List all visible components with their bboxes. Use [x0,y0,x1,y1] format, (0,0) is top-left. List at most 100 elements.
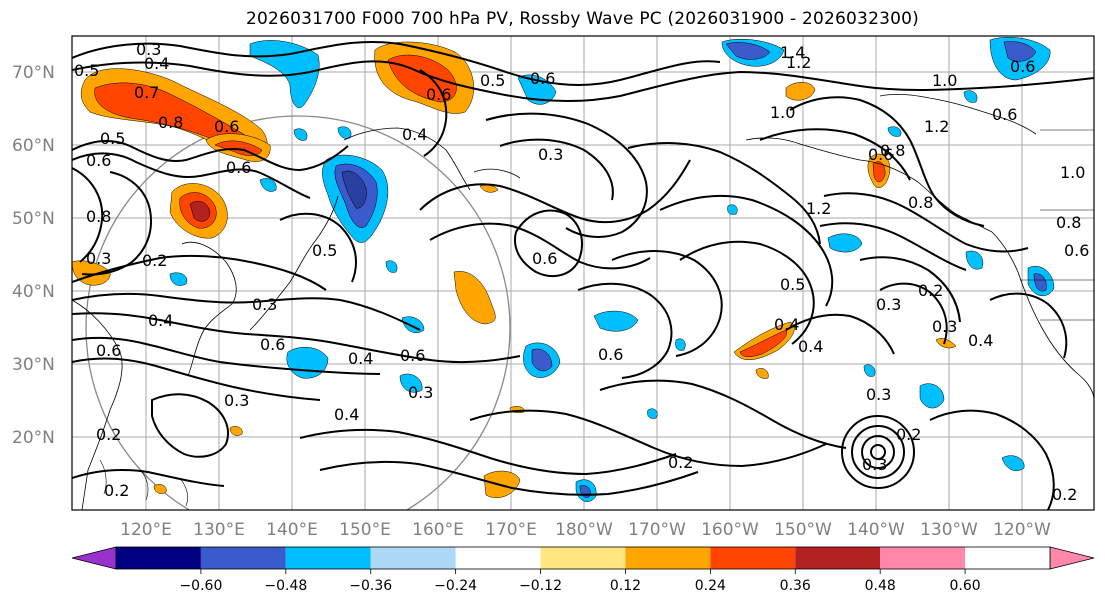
contour-label: 0.3 [252,295,277,314]
colorbar-segment [285,547,371,569]
contour-label: 1.4 [780,43,805,62]
lon-label: 140°E [266,520,318,540]
colorbar-segment [795,547,881,569]
coastlines [72,93,1094,510]
contour-label: 1.0 [1060,163,1085,182]
contour-label: 0.4 [148,311,173,330]
colorbar-tick-label: 0.48 [865,578,896,594]
contour-label: 0.8 [880,141,905,160]
positive-anomalies [72,41,957,498]
contour-label: 0.6 [400,346,425,365]
lat-label: 60°N [12,136,55,156]
lon-label: 130°E [193,520,245,540]
contour-label: 0.6 [96,341,121,360]
contour-label: 0.2 [918,281,943,300]
negative-anomalies [169,37,1055,502]
lon-label: 170°W [628,520,686,540]
contour-label: 0.6 [992,105,1017,124]
contour-label: 0.2 [104,481,129,500]
lon-label: 140°W [847,520,905,540]
lat-label: 40°N [12,282,55,302]
contour-label: 0.8 [1056,213,1081,232]
contour-label: 0.5 [74,61,99,80]
contour-label: 0.5 [780,275,805,294]
contour-label: 0.6 [598,345,623,364]
lon-label: 120°E [120,520,172,540]
map-title: 2026031700 F000 700 hPa PV, Rossby Wave … [246,9,919,29]
contour-label: 0.4 [968,331,993,350]
lon-label: 160°E [412,520,464,540]
contour-label: 0.6 [260,335,285,354]
contour-label: 0.4 [798,337,823,356]
contour-label: 0.2 [1052,485,1077,504]
colorbar-segment [370,547,456,569]
contour-label: 0.2 [96,425,121,444]
colorbar-tick-label: −0.36 [349,578,392,594]
contour-label: 0.6 [530,69,555,88]
colorbar-segment [116,547,201,569]
contour-label: 0.3 [932,317,957,336]
contour-label: 0.3 [876,295,901,314]
colorbar-outline [115,546,1051,570]
colorbar-tick-label: 0.24 [695,578,726,594]
lon-label: 180°W [555,520,613,540]
contour-label: 0.4 [774,315,799,334]
lon-label: 160°W [701,520,759,540]
contour-label: 0.5 [312,241,337,260]
colorbar-tick-label: −0.48 [264,578,307,594]
contour-label: 1.0 [932,71,957,90]
contour-label: 0.4 [334,405,359,424]
colorbar-extend-max [1049,546,1095,570]
contour-label: 0.4 [402,125,427,144]
colorbar-segment [965,547,1050,569]
colorbar-segment [540,547,626,569]
colorbar-tick-label: −0.12 [519,578,562,594]
colorbar-extend-min [71,546,117,570]
contour-label: 0.8 [908,193,933,212]
contour-label: 0.2 [668,453,693,472]
contour-label: 0.8 [158,113,183,132]
contour-label: 0.6 [868,145,893,164]
lat-label: 20°N [12,428,55,448]
contour-label: 0.5 [100,129,125,148]
colorbar-segment [880,547,966,569]
colorbar-tick-label: 0.60 [950,578,981,594]
contour-label: 0.6 [1064,241,1089,260]
contour-label: 0.6 [426,85,451,104]
contour-label: 0.8 [86,207,111,226]
colorbar: −0.60 −0.48 −0.36 −0.24 −0.12 0.12 0.24 0.36 0.4… [71,546,1095,594]
contour-label: 0.6 [1010,57,1035,76]
contour-label: 1.2 [924,117,949,136]
contour-label: 0.3 [136,40,161,59]
pv-contours [72,40,1094,510]
lat-label: 70°N [12,63,55,83]
longitude-labels: 120°E 130°E 140°E 150°E 160°E 170°E 180°… [120,520,1051,540]
lon-label: 130°W [920,520,978,540]
map-frame [71,35,1095,511]
contour-label: 0.3 [86,249,111,268]
contour-label: 0.3 [538,145,563,164]
contour-label: 0.4 [348,349,373,368]
colorbar-segment [625,547,711,569]
contour-label: 0.4 [144,54,169,73]
great-circle-ring [85,115,511,510]
contour-label: 0.2 [142,251,167,270]
contour-label: 0.3 [862,455,887,474]
contour-label: 1.2 [806,199,831,218]
contour-label: 0.3 [224,391,249,410]
colorbar-tick-label: −0.60 [179,578,222,594]
lon-label: 150°W [774,520,832,540]
contour-label: 1.0 [770,103,795,122]
contour-label: 0.7 [134,83,159,102]
colorbar-segment [200,547,286,569]
colorbar-segment [455,547,541,569]
lat-label: 30°N [12,355,55,375]
lon-label: 150°E [339,520,391,540]
lon-label: 120°W [993,520,1051,540]
contour-label-layer: 0.5 0.4 0.3 0.7 0.8 0.6 0.6 0.5 0.6 0.8 … [74,40,1089,504]
contour-label: 1.2 [786,53,811,72]
colorbar-tick-label: 0.12 [610,578,641,594]
colorbar-tick-label: 0.36 [780,578,811,594]
colorbar-segment [710,547,796,569]
